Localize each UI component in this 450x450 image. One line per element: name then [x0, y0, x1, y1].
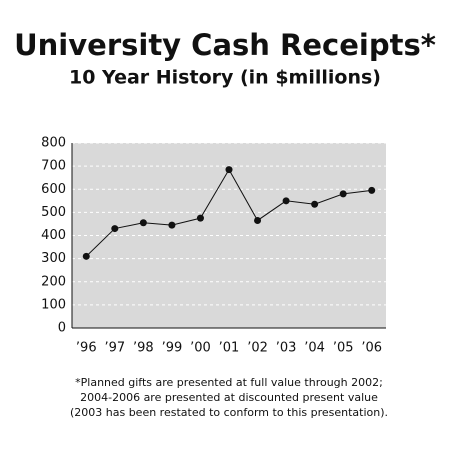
x-tick-label: ’03 — [276, 341, 297, 356]
y-tick-label: 800 — [41, 136, 66, 151]
data-point — [111, 225, 119, 233]
x-tick-label: ’04 — [304, 341, 325, 356]
x-tick-label: ’02 — [247, 341, 268, 356]
data-point — [254, 216, 262, 224]
y-tick-label: 200 — [41, 274, 66, 289]
footnote: 2004-2006 are presented at discounted pr… — [80, 391, 378, 404]
data-point — [282, 197, 290, 205]
y-tick-label: 700 — [41, 159, 66, 174]
x-tick-label: ’99 — [162, 341, 183, 356]
x-tick-label: ’97 — [104, 341, 125, 356]
y-tick-label: 300 — [41, 251, 66, 266]
y-tick-label: 600 — [41, 182, 66, 197]
data-point — [82, 252, 90, 260]
data-point — [368, 186, 376, 194]
footnote: (2003 has been restated to conform to th… — [70, 406, 388, 419]
y-tick-label: 400 — [41, 228, 66, 243]
data-point — [339, 190, 347, 198]
chart-title: University Cash Receipts* — [14, 28, 436, 62]
x-tick-label: ’96 — [76, 341, 97, 356]
data-point — [311, 200, 319, 208]
chart-subtitle: 10 Year History (in $millions) — [69, 67, 381, 89]
footnote: *Planned gifts are presented at full val… — [75, 376, 383, 389]
y-tick-label: 500 — [41, 205, 66, 220]
x-tick-label: ’05 — [333, 341, 354, 356]
y-tick-label: 0 — [58, 321, 66, 336]
x-tick-label: ’01 — [219, 341, 240, 356]
data-point — [225, 166, 233, 174]
x-tick-label: ’06 — [361, 341, 382, 356]
x-tick-label: ’00 — [190, 341, 211, 356]
data-point — [168, 221, 176, 229]
data-point — [139, 219, 147, 227]
x-tick-label: ’98 — [133, 341, 154, 356]
y-tick-label: 100 — [41, 297, 66, 312]
data-point — [196, 214, 204, 222]
